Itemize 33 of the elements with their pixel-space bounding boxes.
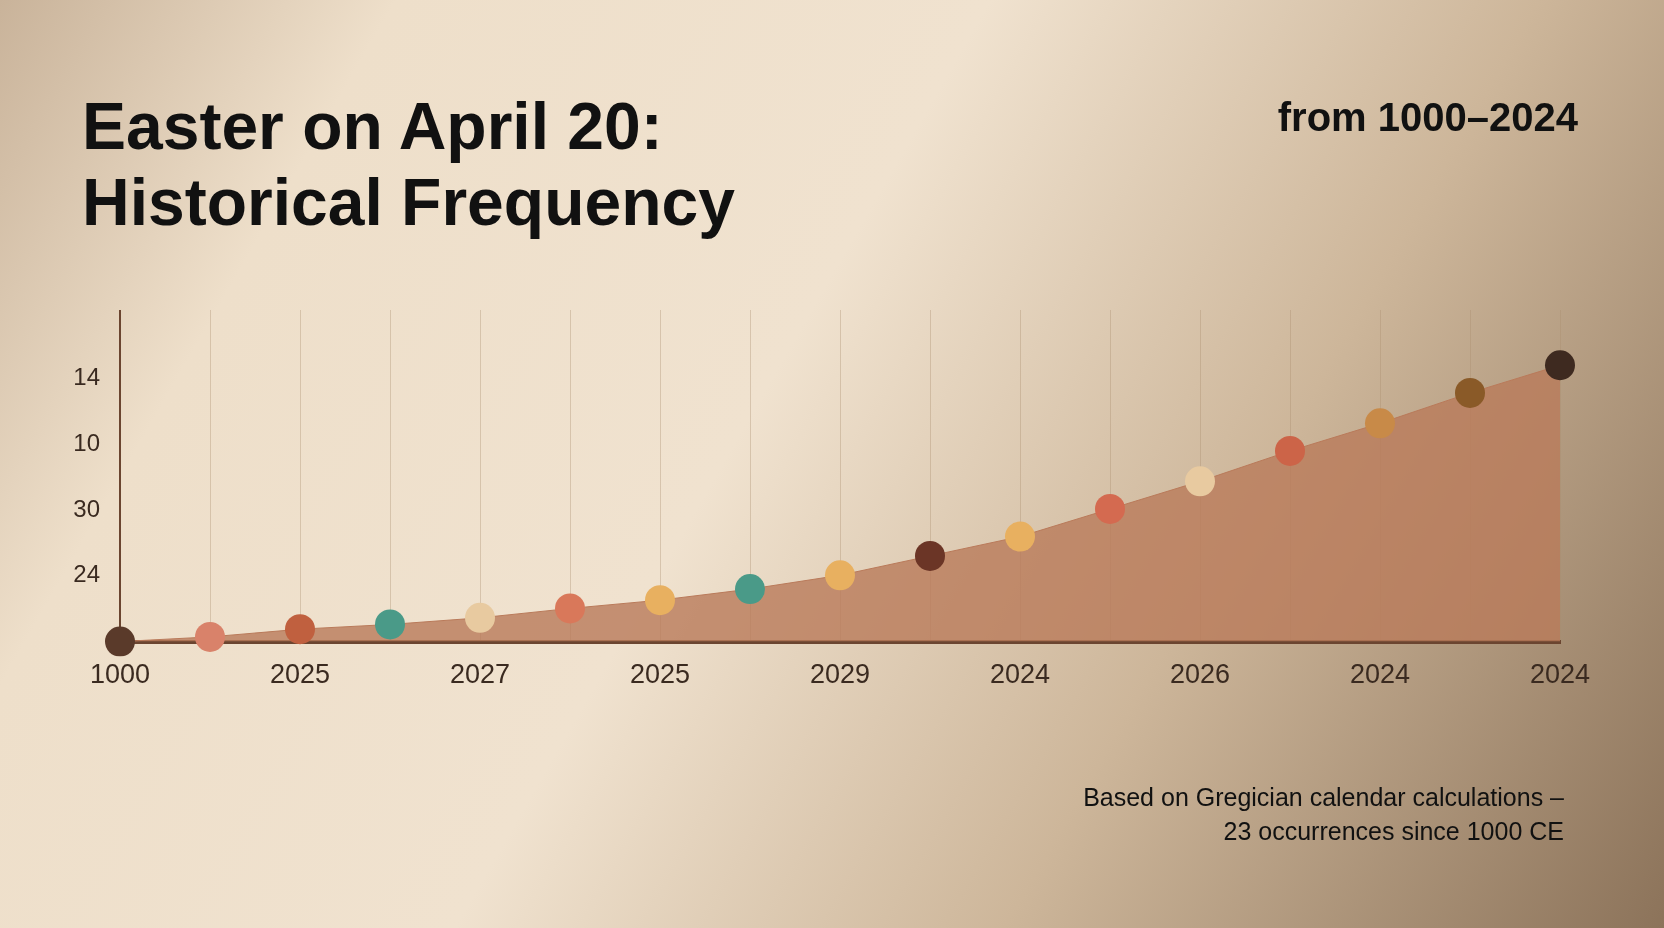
point (1545, 350, 1575, 381)
point (555, 593, 585, 624)
x-tick-label: 2026 (1169, 659, 1231, 690)
x-tick-label: 2027 (449, 659, 511, 690)
point (915, 540, 945, 571)
text: Based on Gregician calendar calculations – 23 occurrences since 1000 CE (1083, 782, 1564, 847)
text: 10 (73, 428, 100, 456)
x-tick-label: 2029 (809, 659, 871, 690)
text: 24 (73, 560, 100, 588)
chart-subtitle: from 1000–2024 (1277, 95, 1578, 140)
x-tick-label: 2024 (1529, 659, 1591, 690)
point (735, 574, 765, 605)
chart-title: Easter on April 20: Historical Frequency (82, 88, 735, 240)
x-tick-label: 2024 (1349, 659, 1411, 690)
point (1005, 521, 1035, 552)
x-tick-label: 2025 (269, 659, 331, 690)
point (1185, 466, 1215, 497)
point (375, 609, 405, 640)
point (285, 614, 315, 645)
x-tick-label: 2024 (989, 659, 1051, 690)
point (645, 585, 675, 616)
x-tick-label: 1000 (89, 659, 151, 690)
point (1365, 408, 1395, 439)
point (195, 621, 225, 652)
text: 14 (73, 363, 100, 391)
point (825, 560, 855, 591)
x-tick-label: 2025 (629, 659, 691, 690)
point (105, 626, 135, 657)
point (465, 602, 495, 633)
point (1455, 377, 1485, 408)
text: 30 (73, 494, 100, 522)
point (1275, 435, 1305, 466)
point (1095, 493, 1125, 524)
